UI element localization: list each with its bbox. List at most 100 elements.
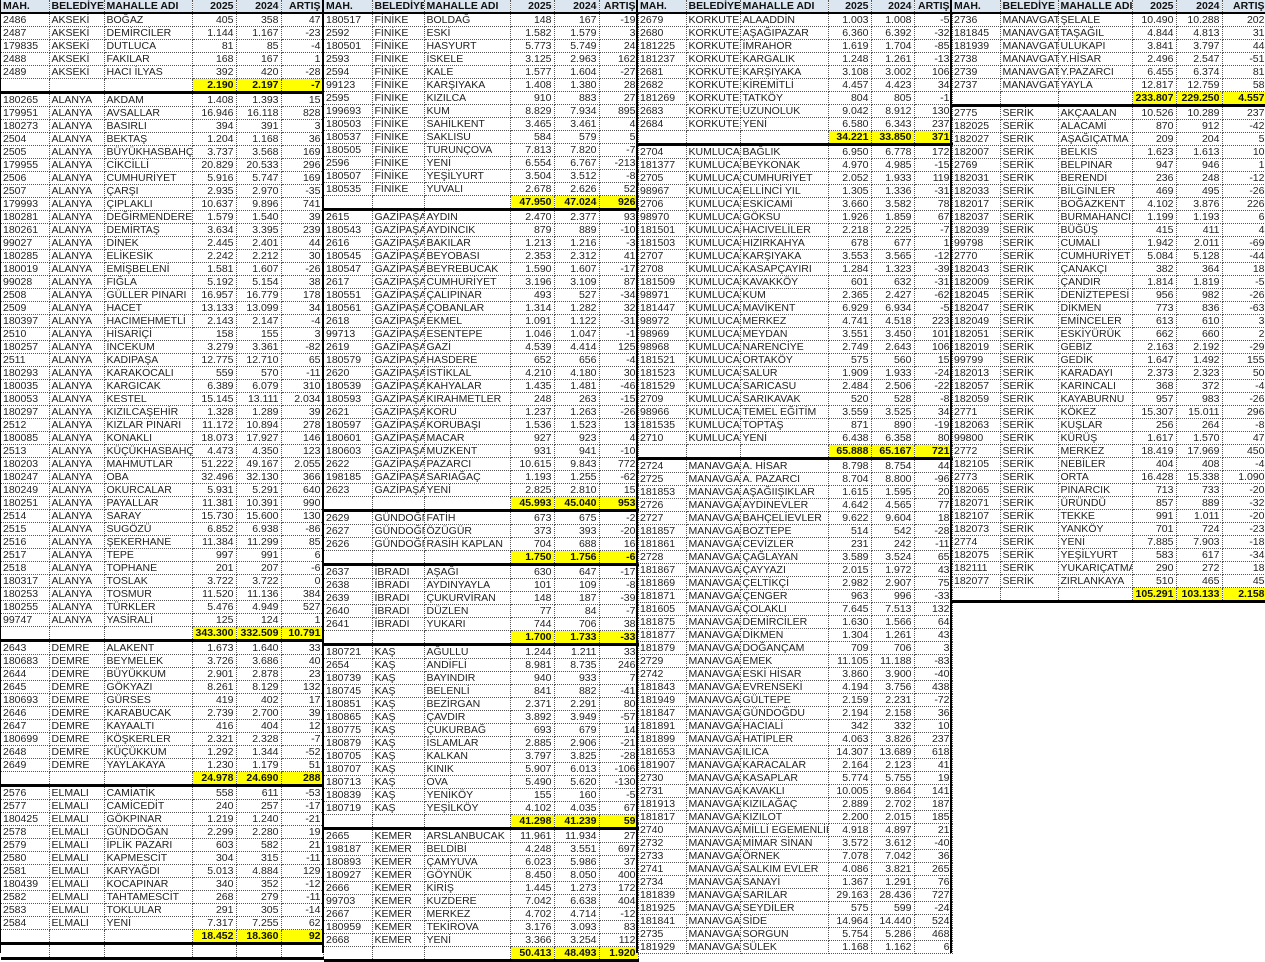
belediye-cell[interactable]: KUMLUCA [686, 171, 741, 185]
y2025-cell[interactable]: 2.371 [510, 697, 555, 711]
y2024-cell[interactable]: 391 [236, 119, 282, 133]
mahalle-cell[interactable]: A. HİSAR [740, 458, 829, 473]
mahalle-cell[interactable]: MACAR [424, 431, 511, 445]
y2025-cell[interactable]: 601 [828, 275, 872, 289]
mahalle-cell[interactable]: SARIAĞAÇ [424, 470, 511, 484]
mah-code-cell[interactable]: 2583 [1, 903, 50, 917]
belediye-cell[interactable]: SERİK [1000, 509, 1059, 523]
mahalle-cell[interactable]: AVSALLAR [104, 106, 193, 120]
y2024-cell[interactable]: 8.050 [554, 868, 600, 882]
belediye-cell[interactable]: SERİK [1000, 535, 1059, 549]
artis-cell[interactable]: 4 [599, 117, 639, 131]
belediye-cell[interactable]: MANAVGAT [686, 524, 741, 538]
mah-code-cell[interactable]: 2623 [324, 483, 373, 497]
y2025-cell[interactable]: 14.964 [828, 914, 872, 928]
mah-code-cell[interactable]: 181867 [638, 563, 687, 577]
belediye-cell[interactable]: GAZİPAŞA [372, 431, 425, 445]
y2024-cell[interactable]: 542 [871, 524, 915, 538]
mahalle-cell[interactable]: KÜÇÜKKUM [104, 745, 193, 759]
total-2024[interactable]: 65.167 [871, 444, 915, 460]
mahalle-cell[interactable]: CAMİCEDİT [104, 799, 193, 813]
column-header[interactable]: 2025 [192, 0, 237, 14]
mah-code-cell[interactable]: 180317 [1, 574, 50, 588]
mah-code-cell[interactable]: 2665 [324, 828, 373, 843]
mahalle-cell[interactable]: TAŞAĞIL [1058, 26, 1133, 40]
mah-code-cell[interactable]: 182027 [952, 132, 1001, 146]
mahalle-cell[interactable]: KARGICAK [104, 379, 193, 393]
mah-code-cell[interactable]: 182049 [952, 314, 1001, 328]
belediye-cell[interactable]: MANAVGAT [1000, 13, 1059, 27]
y2024-cell[interactable]: 8.912 [871, 104, 915, 118]
y2024-cell[interactable]: 2.626 [554, 182, 600, 196]
y2025-cell[interactable]: 940 [510, 671, 555, 685]
y2024-cell[interactable]: 5.755 [871, 771, 915, 785]
mahalle-cell[interactable]: TEKİROVA [424, 920, 511, 934]
belediye-cell[interactable]: SERİK [1000, 431, 1059, 445]
mahalle-cell[interactable]: Y.HİSAR [1058, 52, 1133, 66]
mahalle-cell[interactable]: KIZILOT [740, 810, 829, 824]
y2024-cell[interactable]: 1.579 [554, 26, 600, 40]
artis-cell[interactable]: -5 [914, 301, 953, 315]
mahalle-cell[interactable]: AŞAĞIIŞIKLAR [740, 485, 829, 499]
mah-code-cell[interactable]: 2594 [324, 65, 373, 79]
column-header[interactable]: 2024 [236, 0, 282, 14]
empty-cell[interactable] [1, 78, 50, 94]
y2024-cell[interactable]: 2.547 [1176, 52, 1223, 66]
belediye-cell[interactable]: MANAVGAT [686, 836, 741, 850]
mahalle-cell[interactable]: AKÇAALAN [1058, 105, 1133, 120]
total-artis[interactable]: 59 [599, 814, 639, 830]
y2024-cell[interactable]: 257 [236, 799, 282, 813]
y2025-cell[interactable]: 1.630 [828, 615, 872, 629]
mah-code-cell[interactable]: 2580 [1, 851, 50, 865]
mah-code-cell[interactable]: 181877 [638, 628, 687, 642]
belediye-cell[interactable]: KEMER [372, 828, 425, 843]
belediye-cell[interactable]: GAZİPAŞA [372, 405, 425, 419]
belediye-cell[interactable]: KORKUTELİ [686, 39, 741, 53]
artis-cell[interactable]: 468 [914, 927, 953, 941]
belediye-cell[interactable]: ALANYA [49, 457, 105, 471]
mahalle-cell[interactable]: HACIVELİLER [740, 223, 829, 237]
y2024-cell[interactable]: 1.282 [554, 301, 600, 315]
empty-cell[interactable] [104, 78, 193, 94]
y2025-cell[interactable]: 404 [1132, 457, 1177, 471]
y2025-cell[interactable]: 231 [828, 537, 872, 551]
mahalle-cell[interactable]: KARAKOCALI [104, 366, 193, 380]
y2025-cell[interactable]: 956 [1132, 288, 1177, 302]
belediye-cell[interactable]: SERİK [1000, 522, 1059, 536]
belediye-cell[interactable]: ELMALI [49, 785, 105, 800]
mahalle-cell[interactable]: BELKIS [1058, 145, 1133, 159]
y2024-cell[interactable]: 3.109 [554, 275, 600, 289]
y2025-cell[interactable]: 3.176 [510, 920, 555, 934]
belediye-cell[interactable]: ALANYA [49, 132, 105, 146]
artis-cell[interactable]: 0 [281, 574, 324, 588]
mah-code-cell[interactable]: 180579 [324, 353, 373, 367]
y2024-cell[interactable]: 982 [1176, 288, 1223, 302]
y2025-cell[interactable]: 559 [192, 366, 237, 380]
mahalle-cell[interactable]: ÇAYYAZI [740, 563, 829, 577]
artis-cell[interactable]: 178 [281, 288, 324, 302]
artis-cell[interactable]: 20 [914, 485, 953, 499]
belediye-cell[interactable]: ELMALI [49, 851, 105, 865]
y2024-cell[interactable]: 1.261 [871, 628, 915, 642]
y2024-cell[interactable]: 11.136 [236, 587, 282, 601]
mah-code-cell[interactable]: 2505 [1, 145, 50, 159]
belediye-cell[interactable]: FİNİKE [372, 91, 425, 105]
y2024-cell[interactable]: 1.933 [871, 171, 915, 185]
artis-cell[interactable]: -21 [599, 736, 639, 750]
y2025-cell[interactable]: 3.559 [828, 405, 872, 419]
mah-code-cell[interactable]: 98972 [638, 314, 687, 328]
y2025-cell[interactable]: 1.284 [828, 262, 872, 276]
mahalle-cell[interactable]: KADIPAŞA [104, 353, 193, 367]
artis-cell[interactable]: 741 [281, 197, 324, 211]
artis-cell[interactable]: -52 [281, 745, 324, 759]
column-header[interactable]: 2025 [828, 0, 872, 14]
artis-cell[interactable]: 1.090 [1222, 470, 1265, 484]
mahalle-cell[interactable]: KUŞLAR [1058, 418, 1133, 432]
y2025-cell[interactable]: 148 [510, 591, 555, 605]
y2025-cell[interactable]: 910 [510, 91, 555, 105]
total-2024[interactable]: 18.360 [236, 929, 282, 945]
artis-cell[interactable]: -62 [599, 470, 639, 484]
mahalle-cell[interactable]: DENİZTEPESİ [1058, 288, 1133, 302]
belediye-cell[interactable]: KUMLUCA [686, 301, 741, 315]
mahalle-cell[interactable]: DEMİRCİLER [740, 615, 829, 629]
